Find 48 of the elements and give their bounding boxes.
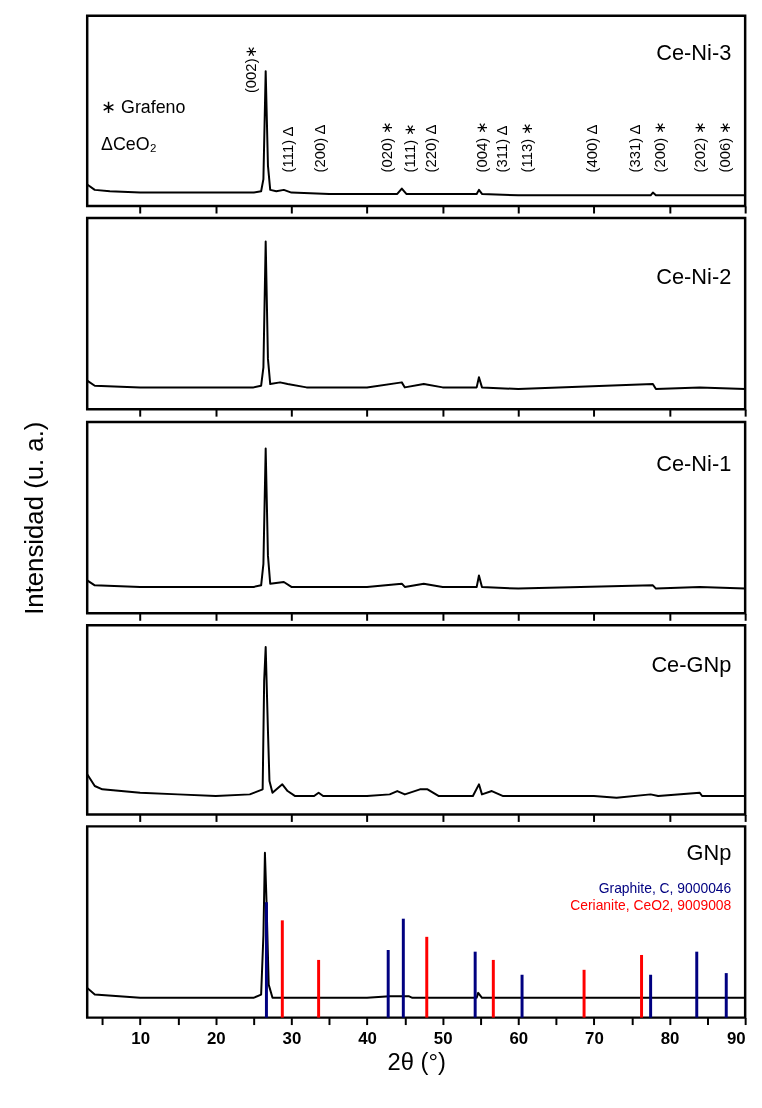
annotation: (006) ∗ bbox=[717, 120, 734, 173]
bar bbox=[582, 969, 586, 1018]
annotation: (400) Δ bbox=[583, 124, 600, 173]
annotation: (113) ∗ bbox=[519, 121, 536, 173]
y-axis-title: Intensidad (u. a.) bbox=[20, 421, 49, 615]
x-tick-label: 60 bbox=[509, 1028, 529, 1048]
bar bbox=[317, 959, 321, 1018]
annotation: (002)∗ bbox=[243, 45, 260, 94]
bar bbox=[491, 959, 495, 1018]
annotation: (200) ∗ bbox=[652, 120, 669, 173]
annotation: (200) Δ bbox=[312, 124, 329, 173]
bar bbox=[695, 951, 699, 1018]
bar bbox=[724, 973, 728, 1018]
x-axis-title: 2θ (°) bbox=[387, 1047, 446, 1075]
text: Cerianite, CeO2, 9009008 bbox=[570, 896, 732, 913]
x-tick-label: 40 bbox=[358, 1028, 377, 1048]
text: Ce-Ni-3 bbox=[656, 40, 732, 66]
annotation: (004) ∗ bbox=[473, 120, 490, 173]
x-tick-label: 20 bbox=[206, 1028, 226, 1048]
text: Ce-Ni-1 bbox=[656, 450, 732, 476]
bar bbox=[280, 920, 284, 1018]
annotation: (311) Δ bbox=[493, 125, 510, 173]
bar bbox=[640, 954, 644, 1018]
text: GNp bbox=[686, 840, 732, 866]
text: Ce-GNp bbox=[651, 651, 732, 677]
x-tick-label: 70 bbox=[585, 1028, 604, 1048]
text: Ce-Ni-2 bbox=[656, 264, 732, 290]
x-tick-label: 80 bbox=[660, 1028, 680, 1048]
bar bbox=[401, 918, 405, 1018]
bar bbox=[473, 951, 477, 1018]
annotation: ∗ Grafeno bbox=[101, 96, 186, 117]
bar bbox=[649, 974, 653, 1018]
annotation: (111) ∗ bbox=[402, 122, 419, 173]
bar bbox=[425, 936, 429, 1018]
annotation: (202) ∗ bbox=[691, 120, 708, 173]
annotation: (331) Δ bbox=[626, 124, 643, 173]
x-tick-label: 50 bbox=[433, 1028, 453, 1048]
x-tick-label: 90 bbox=[726, 1028, 746, 1048]
bar bbox=[520, 974, 524, 1018]
annotation: (111) Δ bbox=[279, 126, 296, 173]
bar bbox=[386, 950, 390, 1018]
text: Graphite, C, 9000046 bbox=[598, 879, 732, 896]
annotation: (220) Δ bbox=[423, 124, 440, 173]
x-tick-label: 30 bbox=[282, 1028, 302, 1048]
annotation: (020) ∗ bbox=[378, 120, 395, 173]
annotation: ΔCeO₂ bbox=[101, 133, 157, 154]
x-tick-label: 10 bbox=[131, 1028, 150, 1048]
bar bbox=[264, 902, 268, 1018]
